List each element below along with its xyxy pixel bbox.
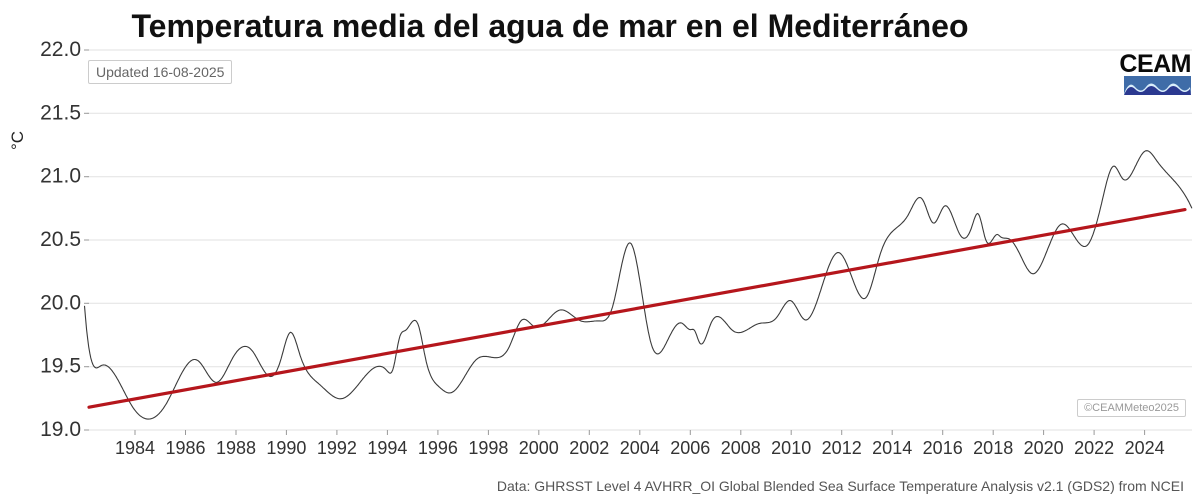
- svg-text:2022: 2022: [1074, 438, 1114, 458]
- svg-text:1986: 1986: [165, 438, 205, 458]
- svg-text:2016: 2016: [923, 438, 963, 458]
- svg-text:1992: 1992: [317, 438, 357, 458]
- svg-text:2006: 2006: [670, 438, 710, 458]
- svg-text:20.0: 20.0: [40, 291, 81, 314]
- svg-text:19.5: 19.5: [40, 355, 81, 378]
- svg-text:19.0: 19.0: [40, 418, 81, 441]
- svg-text:2012: 2012: [822, 438, 862, 458]
- svg-text:2018: 2018: [973, 438, 1013, 458]
- svg-text:21.0: 21.0: [40, 165, 81, 188]
- svg-text:2024: 2024: [1125, 438, 1165, 458]
- svg-text:1984: 1984: [115, 438, 155, 458]
- svg-text:2010: 2010: [771, 438, 811, 458]
- svg-text:2008: 2008: [721, 438, 761, 458]
- svg-text:2004: 2004: [620, 438, 660, 458]
- svg-text:2014: 2014: [872, 438, 912, 458]
- svg-text:2020: 2020: [1024, 438, 1064, 458]
- svg-text:1988: 1988: [216, 438, 256, 458]
- svg-text:2000: 2000: [519, 438, 559, 458]
- svg-text:1996: 1996: [418, 438, 458, 458]
- svg-text:2002: 2002: [569, 438, 609, 458]
- svg-text:1994: 1994: [367, 438, 407, 458]
- svg-text:20.5: 20.5: [40, 228, 81, 251]
- svg-text:1990: 1990: [266, 438, 306, 458]
- svg-text:22.0: 22.0: [40, 38, 81, 61]
- svg-text:21.5: 21.5: [40, 101, 81, 124]
- svg-text:1998: 1998: [468, 438, 508, 458]
